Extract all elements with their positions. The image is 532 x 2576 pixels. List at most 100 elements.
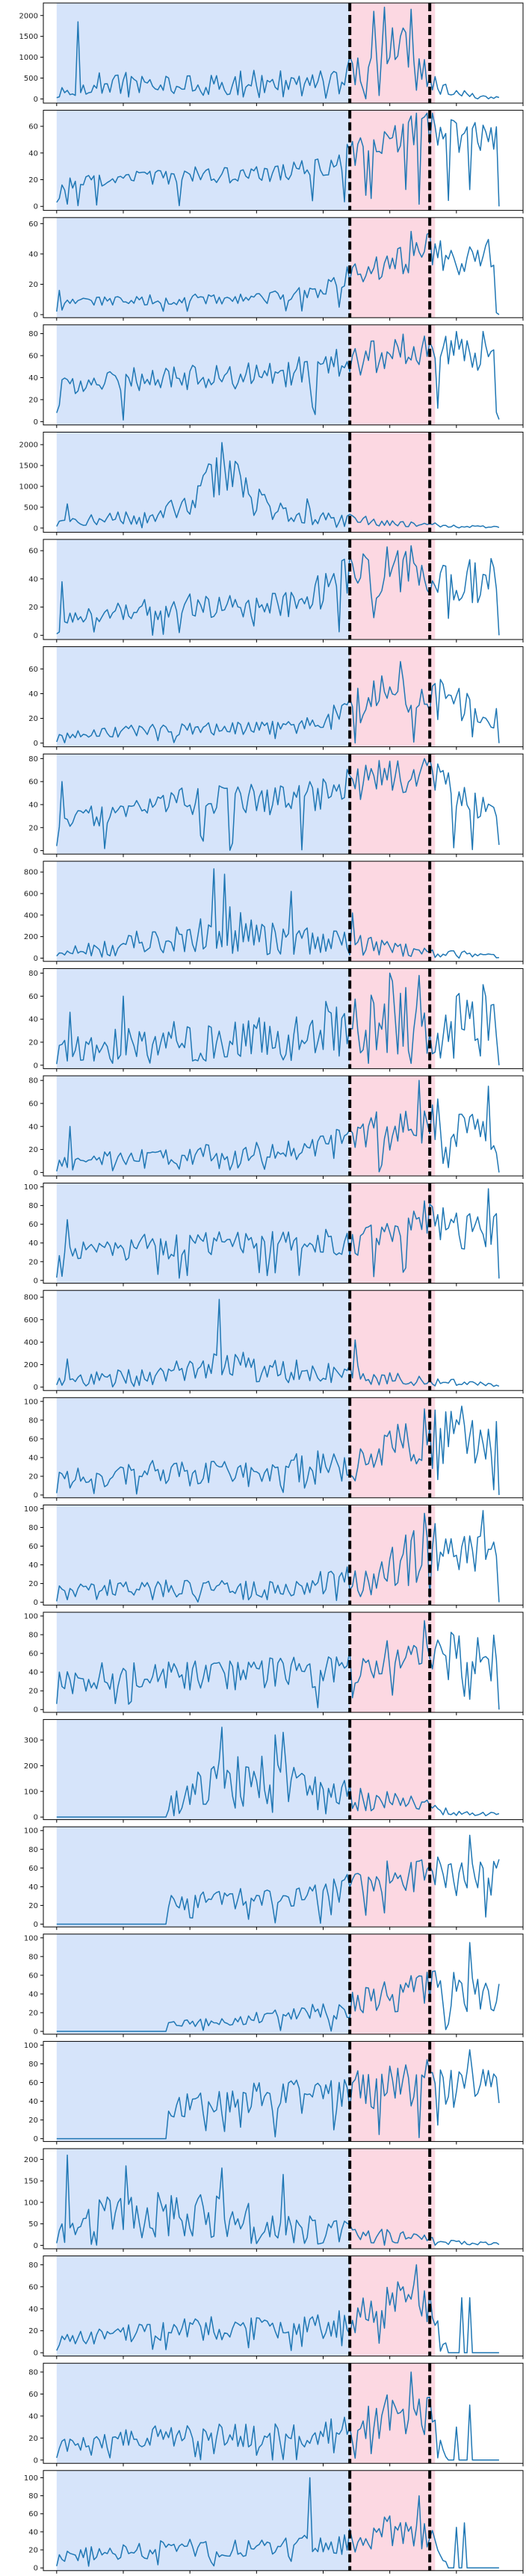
series-line bbox=[56, 2154, 500, 2247]
y-tick-label: 0 bbox=[34, 1706, 38, 1715]
subplot-3: 0 20 40 60 bbox=[28, 217, 524, 321]
y-tick-label: 80 bbox=[28, 1417, 38, 1425]
y-tick-label: 40 bbox=[28, 374, 38, 383]
y-tick-label: 800 bbox=[24, 869, 38, 877]
series-line bbox=[56, 6, 500, 100]
y-tick-label: 40 bbox=[28, 690, 38, 699]
subplot-19: 0 20 40 60 80 100 bbox=[24, 1933, 524, 2037]
y-tick-label: 80 bbox=[28, 2492, 38, 2501]
axes-frame bbox=[43, 1933, 524, 2035]
y-tick-label: 50 bbox=[28, 2220, 38, 2229]
axes-frame bbox=[43, 1397, 524, 1499]
y-tick-label: 2000 bbox=[19, 442, 38, 450]
series-line bbox=[56, 2049, 500, 2140]
y-tick-label: 20 bbox=[28, 1258, 38, 1266]
test-region bbox=[350, 646, 436, 747]
subplot-13: 0 200 400 600 800 bbox=[24, 1289, 524, 1394]
train-region bbox=[56, 1933, 350, 2034]
test-region bbox=[350, 1827, 436, 1928]
axes-frame bbox=[43, 431, 524, 533]
y-tick-label: 0 bbox=[34, 524, 38, 533]
y-tick-label: 20 bbox=[28, 2117, 38, 2125]
y-tick-label: 600 bbox=[24, 891, 38, 899]
series-line bbox=[56, 1620, 500, 1710]
subplot-11: 0 20 40 60 80 bbox=[28, 1075, 524, 1179]
axes-frame bbox=[43, 1504, 524, 1606]
axes-frame bbox=[43, 861, 524, 962]
y-tick-label: 40 bbox=[28, 1016, 38, 1024]
y-tick-label: 400 bbox=[24, 911, 38, 920]
y-tick-label: 200 bbox=[24, 1762, 38, 1771]
y-tick-label: 20 bbox=[28, 824, 38, 832]
y-tick-label: 60 bbox=[28, 1650, 38, 1659]
y-tick-label: 400 bbox=[24, 1339, 38, 1347]
y-tick-label: 60 bbox=[28, 353, 38, 361]
axes-frame bbox=[43, 967, 524, 1069]
train-region bbox=[56, 1397, 350, 1498]
train-region bbox=[56, 2363, 350, 2464]
y-tick-label: 0 bbox=[34, 847, 38, 855]
y-tick-label: 60 bbox=[28, 778, 38, 787]
y-tick-label: 100 bbox=[24, 1398, 38, 1406]
subplot-7: 0 20 40 60 bbox=[28, 646, 524, 750]
y-tick-label: 1000 bbox=[19, 483, 38, 491]
series-line bbox=[56, 1510, 500, 1603]
test-region bbox=[350, 2041, 436, 2142]
y-tick-label: 80 bbox=[28, 1953, 38, 1961]
y-tick-label: 0 bbox=[34, 2242, 38, 2250]
series-line bbox=[56, 758, 500, 851]
y-tick-label: 60 bbox=[28, 2510, 38, 2518]
y-tick-label: 0 bbox=[34, 1277, 38, 1285]
y-tick-label: 0 bbox=[34, 1384, 38, 1392]
y-tick-label: 20 bbox=[28, 176, 38, 185]
y-tick-label: 0 bbox=[34, 2456, 38, 2465]
y-tick-label: 40 bbox=[28, 1669, 38, 1677]
y-tick-label: 40 bbox=[28, 2306, 38, 2314]
series-line bbox=[56, 1405, 500, 1496]
axes-frame bbox=[43, 2040, 524, 2142]
train-region bbox=[56, 1612, 350, 1712]
subplot-14: 0 20 40 60 80 100 bbox=[24, 1397, 524, 1501]
y-tick-label: 0 bbox=[34, 1062, 38, 1070]
y-tick-label: 200 bbox=[24, 933, 38, 941]
y-tick-label: 80 bbox=[28, 1077, 38, 1086]
subplot-5: 0 500 1000 1500 2000 bbox=[19, 431, 524, 536]
y-tick-label: 1500 bbox=[19, 462, 38, 471]
subplot-24: 0204060801000255075100125150175 bbox=[24, 2470, 524, 2574]
test-region bbox=[350, 754, 436, 855]
axes-frame bbox=[43, 753, 524, 855]
subplot-23: 0 20 40 60 80 bbox=[28, 2362, 524, 2467]
y-tick-label: 60 bbox=[28, 666, 38, 674]
y-tick-label: 20 bbox=[28, 2009, 38, 2017]
y-tick-label: 80 bbox=[28, 1632, 38, 1640]
y-tick-label: 20 bbox=[28, 715, 38, 723]
y-tick-label: 0 bbox=[34, 312, 38, 320]
series-line bbox=[56, 1188, 500, 1279]
y-tick-label: 60 bbox=[28, 1100, 38, 1108]
y-tick-label: 40 bbox=[28, 575, 38, 583]
y-tick-label: 2000 bbox=[19, 12, 38, 20]
y-tick-label: 0 bbox=[34, 418, 38, 427]
y-tick-label: 0 bbox=[34, 1814, 38, 1822]
y-tick-label: 60 bbox=[28, 2283, 38, 2291]
train-region bbox=[56, 2041, 350, 2142]
axes-frame bbox=[43, 2362, 524, 2464]
y-tick-label: 0 bbox=[34, 1492, 38, 1500]
y-tick-label: 80 bbox=[28, 1202, 38, 1210]
train-region bbox=[56, 968, 350, 1069]
series-line bbox=[56, 112, 500, 207]
axes-frame bbox=[43, 217, 524, 318]
y-tick-label: 20 bbox=[28, 1473, 38, 1481]
y-tick-label: 80 bbox=[28, 970, 38, 978]
train-region bbox=[56, 1827, 350, 1928]
axes-frame bbox=[43, 2470, 524, 2572]
axes-frame bbox=[43, 324, 524, 426]
test-region bbox=[350, 2470, 436, 2571]
y-tick-label: 100 bbox=[24, 1505, 38, 1514]
y-tick-label: 100 bbox=[24, 2199, 38, 2207]
axes-frame bbox=[43, 1289, 524, 1391]
train-region bbox=[56, 539, 350, 640]
train-region bbox=[56, 2149, 350, 2249]
subplot-1: 0 500 1000 1500 2000 bbox=[19, 2, 524, 106]
